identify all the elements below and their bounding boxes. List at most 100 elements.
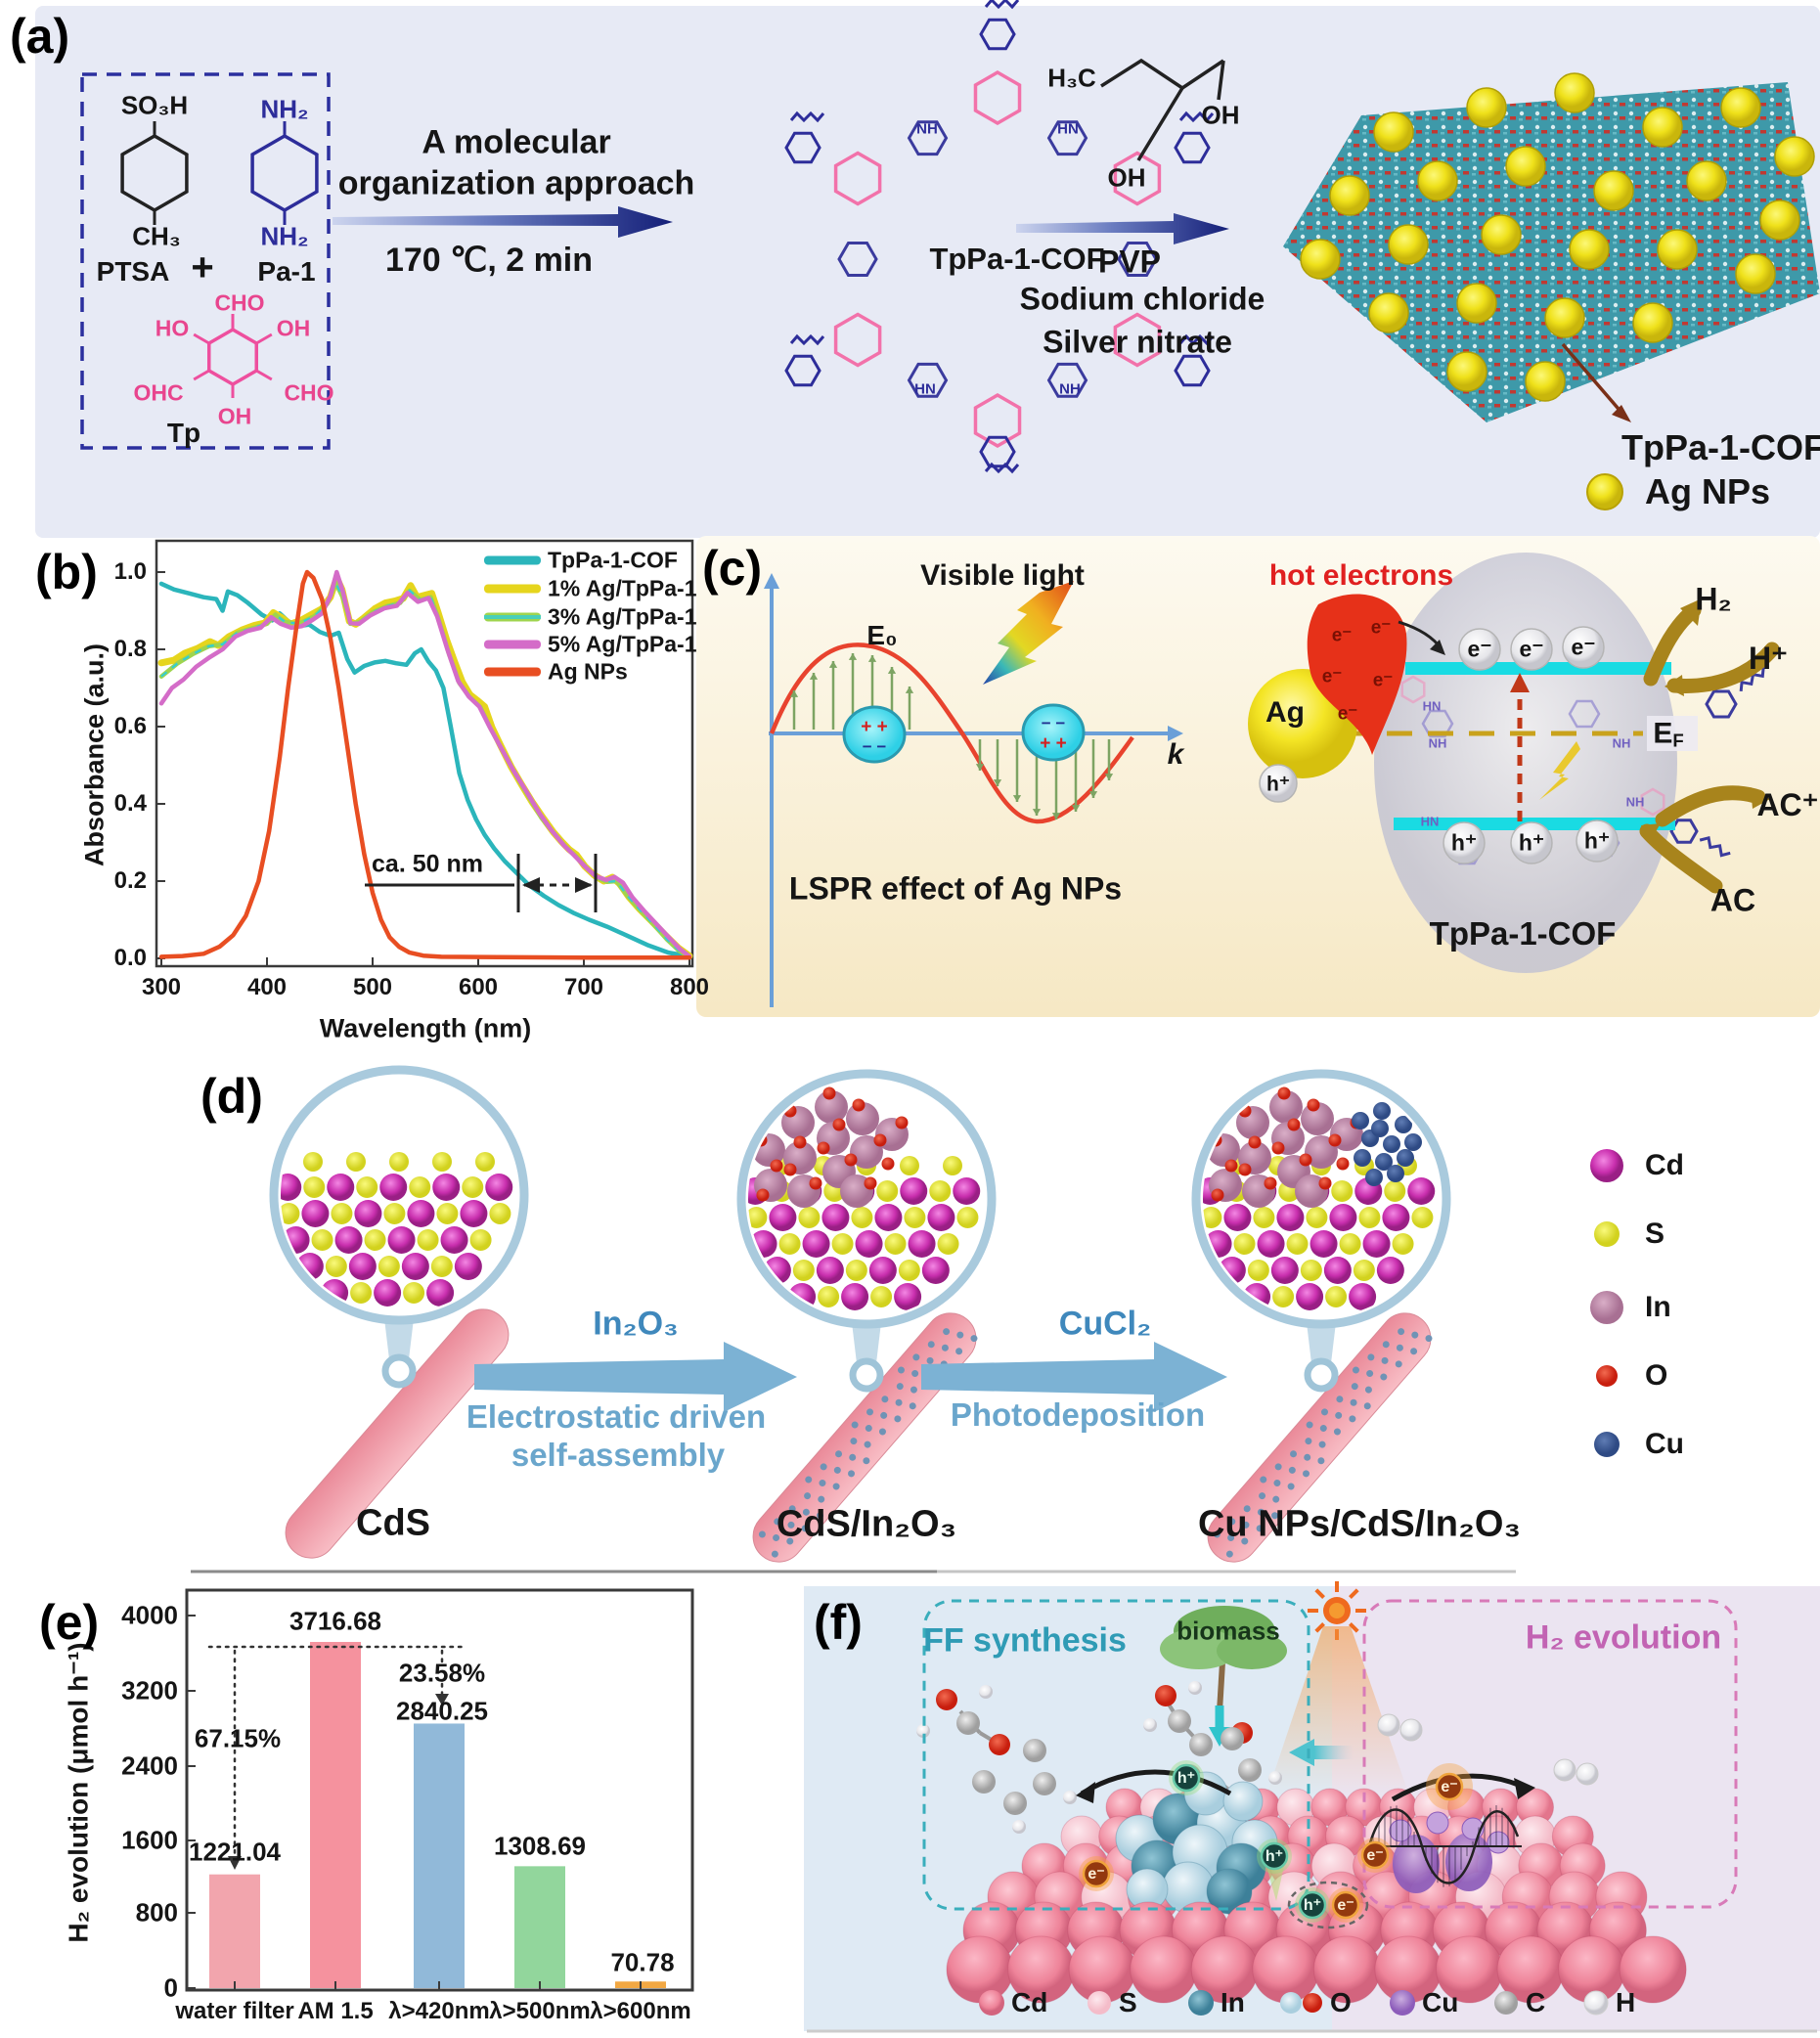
nanoparticle-2 (1021, 703, 1086, 762)
reagent-pvp: PVP (1097, 244, 1162, 280)
hn-label: HN (1420, 814, 1440, 829)
hn-label: HN (914, 380, 936, 398)
tp-ohc-left: OHC (133, 379, 184, 406)
f-legend-in: In (1221, 1987, 1245, 2017)
hot-electrons-label: hot electrons (1268, 559, 1454, 592)
proton-label: H⁺ (1749, 641, 1788, 676)
small-lightning-icon (1539, 741, 1580, 800)
e-y-axis-title: H₂ evolution (μmol h⁻¹) (63, 1642, 94, 1943)
tp-cho-right: CHO (284, 379, 334, 406)
hole-label: h⁺ (1450, 829, 1478, 856)
tp-oh-bottom: OH (217, 403, 252, 429)
reagent-nacl: Sodium chloride (1019, 281, 1265, 317)
hn-label: HN (1057, 120, 1079, 138)
e-annotation-wf: 67.15% (194, 1723, 282, 1753)
electron-label: e⁻ (1467, 636, 1492, 662)
hole-label: h⁺ (1583, 827, 1611, 854)
reagent-agno3: Silver nitrate (1043, 324, 1232, 360)
hole-transfer-arrow (1076, 1782, 1095, 1803)
arrow1-caption-2: self-assembly (510, 1437, 726, 1473)
biomass-label: biomass (1176, 1616, 1280, 1646)
fermi-level-label: EF (1653, 717, 1683, 751)
e0-label: E₀ (866, 620, 898, 650)
positive-charges: + + (861, 717, 888, 737)
e-ytick: 1600 (121, 1825, 178, 1855)
electron-badge-label: e⁻ (1337, 1897, 1354, 1914)
nh-label: NH (1625, 794, 1645, 810)
e-value-label: 3716.68 (289, 1606, 381, 1636)
arrow2-caption: Photodeposition (950, 1396, 1206, 1433)
tree-trunk (1217, 1661, 1225, 1712)
pa1-name: Pa-1 (257, 256, 316, 287)
h2-evolution-box (1362, 1599, 1738, 1909)
e-category: λ>600nm (590, 1998, 691, 2024)
e-category: λ>500nm (489, 1998, 591, 2024)
panel-b-chart (155, 539, 694, 968)
panel-e-chart (185, 1588, 694, 1992)
furfural-molecule (916, 1685, 1077, 1834)
glycol-oh-right: OH (1201, 100, 1240, 130)
negative-charges: − − (1041, 714, 1066, 732)
reaction-arrow-1 (333, 206, 673, 238)
stage1-label: CdS (356, 1502, 430, 1544)
f-legend-cu: Cu (1422, 1987, 1459, 2017)
y-axis-arrowhead (764, 573, 779, 589)
panel-e-label: (e) (39, 1595, 100, 1650)
agnp-legend-swatch (1586, 473, 1623, 510)
c-cof-label: TpPa-1-COF (1429, 915, 1617, 952)
b-xtick: 400 (246, 974, 288, 1000)
b-xtick: 700 (563, 974, 604, 1000)
electron-label: e⁻ (1519, 636, 1544, 662)
panel-d-label: (d) (200, 1069, 263, 1124)
light-beam (1266, 1626, 1409, 1795)
f-legend-cd: Cd (1011, 1987, 1048, 2017)
electron-badge-label: e⁻ (1441, 1779, 1458, 1795)
b-ytick: 0.6 (113, 713, 147, 739)
panel-b-label: (b) (35, 545, 98, 599)
b-shift-annotation: ca. 50 nm (372, 850, 483, 878)
negative-charges: − − (862, 737, 887, 756)
e-ytick: 2400 (121, 1750, 178, 1781)
h2-product-label: H₂ (1695, 581, 1732, 617)
e-value-label: 70.78 (610, 1947, 675, 1977)
hn-label: HN (1422, 698, 1442, 714)
e-category: water filter (175, 1998, 294, 2024)
glycol-h3c: H₃C (1047, 63, 1096, 93)
cof-particle-ellipse (1374, 553, 1677, 973)
e-value-label: 1308.69 (494, 1831, 586, 1861)
positive-charges: + + (1040, 733, 1067, 754)
glycol-oh-bottom: OH (1107, 162, 1146, 193)
plasmon-wave (1367, 1808, 1520, 1884)
ptsa-ch3-label: CH₃ (132, 221, 181, 251)
e-category: AM 1.5 (297, 1998, 374, 2024)
panel-a-label: (a) (10, 9, 70, 64)
d-legend-cd: Cd (1645, 1149, 1684, 1181)
k-axis-arrowhead (1168, 726, 1183, 741)
reaction-arrow-2 (1016, 213, 1229, 244)
ptsa-name: PTSA (96, 256, 170, 287)
nh-label: NH (1428, 735, 1447, 751)
assembly-arrow (474, 1342, 797, 1412)
arrow2-reagent: CuCl₂ (1058, 1305, 1152, 1343)
b-ytick: 0.4 (113, 790, 147, 817)
e-ytick: 3200 (121, 1675, 178, 1706)
ef-f-subscript: F (1672, 730, 1684, 751)
b-x-axis-title: Wavelength (nm) (319, 1013, 532, 1043)
cof-sheet (1283, 82, 1820, 422)
monomer-box (80, 72, 331, 450)
ac-label: AC (1709, 882, 1756, 918)
electron-label: e⁻ (1321, 666, 1343, 687)
e-category: λ>420nm (388, 1998, 490, 2024)
e-value-label: 1221.04 (189, 1837, 281, 1867)
ff-synthesis-title: FF synthesis (923, 1621, 1127, 1660)
legend-swatch-s (1594, 1221, 1620, 1247)
b-xtick: 800 (669, 974, 710, 1000)
electron-transfer-arrow (1514, 1778, 1535, 1799)
ac-plus-label: AC⁺ (1756, 787, 1819, 822)
e-ytick: 0 (163, 1972, 178, 2003)
ff-synthesis-box (922, 1599, 1310, 1911)
legend-swatch-in (1590, 1291, 1623, 1324)
hole-label: h⁺ (1266, 773, 1290, 796)
panel-d-synthesis (191, 1065, 1623, 1573)
